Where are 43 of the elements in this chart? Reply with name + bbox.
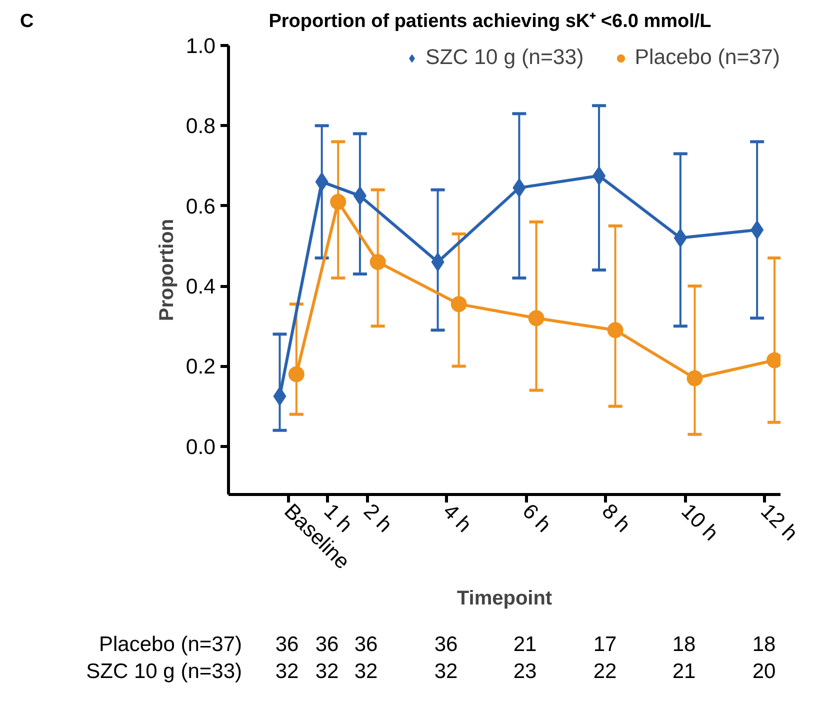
text: 32 <box>315 659 339 685</box>
x-tick-label: 4 h <box>438 499 476 537</box>
y-tick-label: 0.4 <box>186 274 216 299</box>
point <box>370 254 386 270</box>
text: 18 <box>672 632 696 658</box>
text: 36 <box>275 632 299 658</box>
text: 36 <box>354 632 378 658</box>
text: 32 <box>275 659 299 685</box>
x-tick-label: 2 h <box>359 499 397 537</box>
text: 20 <box>752 659 776 685</box>
text: C <box>20 10 34 34</box>
point <box>288 366 304 382</box>
text: 21 <box>672 659 696 685</box>
text: Placebo (n=37) <box>98 632 242 658</box>
point <box>450 296 467 312</box>
y-tick-label: 0.6 <box>186 194 216 218</box>
legend-label: SZC 10 g (n=33) <box>425 45 584 70</box>
text: 23 <box>513 659 537 685</box>
text: 18 <box>752 632 776 658</box>
text: 36 <box>434 632 458 658</box>
x-axis-title: Timepoint <box>456 587 552 610</box>
y-tick-label: 0.2 <box>186 354 216 379</box>
chart-title: Proportion of patients achieving sK⁺ <6.0 mmol/L <box>268 10 712 34</box>
text: SZC 10 g (n=33) <box>86 659 242 685</box>
x-tick-label: 10 h <box>676 499 724 546</box>
x-tick-label: 6 h <box>518 499 556 537</box>
text: 32 <box>354 659 378 685</box>
text: 36 <box>315 632 339 658</box>
text: 21 <box>513 632 537 658</box>
text: 32 <box>434 659 458 685</box>
point <box>686 370 703 386</box>
x-tick-label: 8 h <box>597 499 636 537</box>
y-tick-label: 1.0 <box>186 34 216 58</box>
legend-label: Placebo (n=37) <box>634 45 780 70</box>
x-tick-label: 12 h <box>756 499 802 546</box>
text: 17 <box>593 632 617 658</box>
y-axis-title: Proportion <box>156 218 178 322</box>
point <box>528 310 544 326</box>
y-tick-label: 0.8 <box>186 114 216 138</box>
point <box>607 322 624 338</box>
text: 22 <box>593 659 617 685</box>
point <box>330 194 346 210</box>
y-tick-label: 0.0 <box>186 434 216 459</box>
